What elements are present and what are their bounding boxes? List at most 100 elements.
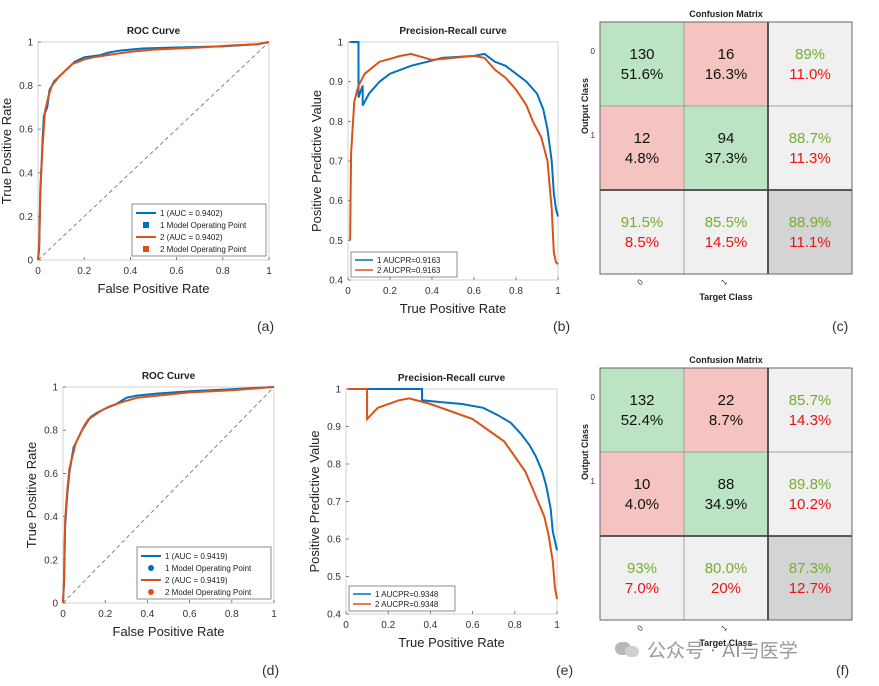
y-tick-label: 0.2 — [44, 555, 58, 566]
cell-correct-rate: 85.7% — [789, 392, 832, 409]
y-tick-label: 0.8 — [44, 426, 58, 437]
matrix-cell — [599, 21, 685, 107]
matrix-cell — [599, 451, 685, 537]
cell-correct-rate: 89% — [795, 46, 825, 63]
legend-box — [348, 585, 456, 612]
x-tick-label: 1 — [266, 266, 272, 277]
x-axis-label: Target Class — [699, 292, 752, 302]
y-axis-label: Output Class — [580, 424, 590, 480]
y-tick-label: 0.6 — [44, 469, 58, 480]
legend-marker-swatch — [148, 565, 154, 571]
wechat-icon — [615, 640, 641, 660]
legend-marker-swatch — [148, 589, 154, 595]
y-tick-label: 0.8 — [327, 460, 341, 471]
matrix-cell — [767, 367, 853, 453]
cell-correct-rate: 91.5% — [621, 214, 664, 231]
cell-count: 16 — [718, 46, 735, 63]
panel-label-e: (e) — [556, 662, 574, 678]
y-axis-label: Positive Predictive Value — [309, 90, 324, 232]
chart-title: ROC Curve — [142, 371, 196, 382]
x-tick-label: 0.6 — [170, 266, 184, 277]
watermark: 公众号 · AI与医学 — [615, 636, 798, 663]
x-tick-label: 0.6 — [466, 620, 480, 631]
x-axis-label: Target Class — [699, 638, 752, 648]
y-tick-label: 0.5 — [329, 236, 343, 247]
x-tick-label: 0.4 — [425, 286, 439, 297]
x-tick-label: 0.8 — [508, 620, 522, 631]
roc-chart-d: ROC Curve False Positive Rate True Positiv… — [24, 371, 277, 639]
cell-percent: 52.4% — [621, 412, 664, 429]
y-tick-label: 1 — [27, 38, 33, 49]
matrix-cell — [683, 367, 769, 453]
legend-entry-4: 2 Model Operating Point — [160, 245, 247, 254]
legend-marker-swatch — [143, 246, 149, 252]
legend-entry-3: 2 (AUC = 0.9419) — [165, 576, 228, 585]
x-tick-label: 0.8 — [216, 266, 230, 277]
x-tick-label: 0.4 — [423, 620, 437, 631]
col-tick-label: 1 — [719, 623, 729, 633]
matrix-border — [599, 367, 853, 621]
x-tick-label: 1 — [271, 609, 277, 620]
cell-count: 22 — [718, 392, 735, 409]
row-tick-label: 0 — [591, 47, 596, 56]
chart-title: Precision-Recall curve — [398, 373, 506, 384]
matrix-cell — [599, 189, 685, 275]
y-tick-label: 0.8 — [19, 81, 33, 92]
legend-entry-3: 2 (AUC = 0.9402) — [160, 233, 223, 242]
pr-chart-e: Precision-Recall curve True Positive Rate… — [307, 373, 560, 650]
series-line-1 — [350, 41, 559, 217]
cell-correct-rate: 88.9% — [789, 214, 832, 231]
x-tick-label: 0.8 — [509, 286, 523, 297]
cell-count: 88 — [718, 476, 735, 493]
cell-percent: 51.6% — [621, 66, 664, 83]
matrix-cell — [599, 105, 685, 191]
x-tick-label: 0 — [60, 609, 66, 620]
x-tick-label: 0.6 — [183, 609, 197, 620]
cell-error-rate: 11.1% — [789, 234, 830, 251]
legend-entry-2: 1 Model Operating Point — [160, 221, 247, 230]
cell-percent: 8.7% — [709, 412, 743, 429]
x-tick-label: 0 — [343, 620, 349, 631]
x-tick-label: 0.4 — [140, 609, 154, 620]
cell-error-rate: 14.5% — [705, 234, 748, 251]
matrix-cell — [767, 105, 853, 191]
panel-label-c: (c) — [832, 318, 849, 334]
matrix-cell — [767, 451, 853, 537]
y-tick-label: 1 — [52, 383, 58, 394]
pr-chart-b: Precision-Recall curve True Positive Rate… — [309, 26, 561, 316]
cell-percent: 4.0% — [625, 496, 659, 513]
legend-entry-1: 1 AUCPR=0.9348 — [375, 590, 439, 599]
x-tick-label: 0.4 — [123, 266, 137, 277]
matrix-cell — [767, 21, 853, 107]
legend-marker-swatch — [143, 222, 149, 228]
col-tick-label: 1 — [719, 277, 729, 287]
x-tick-label: 0.2 — [381, 620, 395, 631]
cell-correct-rate: 87.3% — [789, 560, 832, 577]
row-tick-label: 0 — [591, 393, 596, 402]
panel-label-d: (d) — [262, 662, 280, 678]
cell-percent: 34.9% — [705, 496, 748, 513]
legend-entry-4: 2 Model Operating Point — [165, 588, 252, 597]
legend-entry-2: 2 AUCPR=0.9348 — [375, 600, 439, 609]
y-tick-label: 0.8 — [329, 117, 343, 128]
y-tick-label: 0.4 — [329, 276, 343, 287]
panel-label-f: (f) — [836, 662, 850, 678]
plot-area — [345, 388, 558, 615]
matrix-cell — [767, 535, 853, 621]
watermark-text: 公众号 · AI与医学 — [647, 640, 798, 662]
cell-percent: 4.8% — [625, 150, 659, 167]
matrix-cell — [683, 535, 769, 621]
y-tick-label: 0 — [27, 256, 33, 267]
y-tick-label: 0.5 — [327, 572, 341, 583]
y-tick-label: 0.7 — [327, 497, 341, 508]
y-axis-label: True Positive Rate — [24, 442, 39, 548]
panel-label-a: (a) — [257, 318, 275, 334]
series-line-2 — [62, 386, 275, 604]
legend-entry-1: 1 AUCPR=0.9163 — [377, 256, 441, 265]
row-tick-label: 1 — [591, 477, 596, 486]
matrix-cell — [683, 105, 769, 191]
legend-entry-1: 1 (AUC = 0.9419) — [165, 552, 228, 561]
cell-error-rate: 14.3% — [789, 412, 832, 429]
y-tick-label: 0.9 — [327, 422, 341, 433]
x-axis-label: False Positive Rate — [98, 281, 210, 296]
